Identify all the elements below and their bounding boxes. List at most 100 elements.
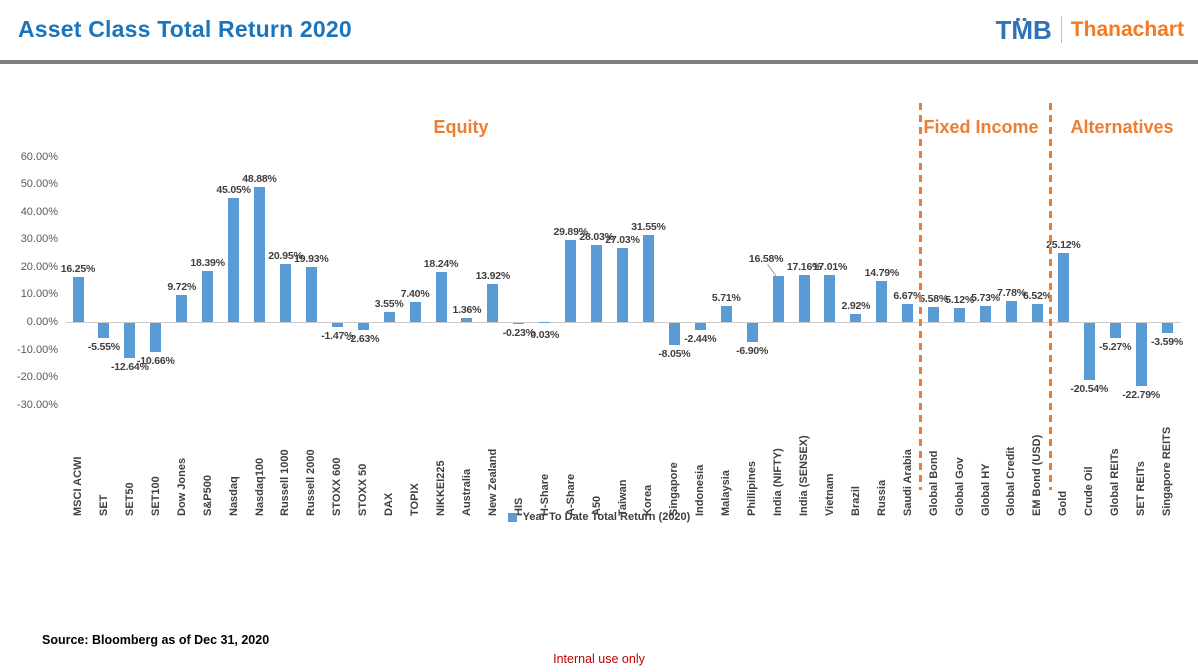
- bar-value-label: 14.79%: [864, 267, 900, 280]
- x-axis-label-text: Brazil: [849, 486, 862, 516]
- x-axis-label-text: Phillipines: [746, 460, 759, 516]
- bar-value-label: 5.12%: [945, 293, 974, 306]
- x-axis-label-text: Russell 1000: [279, 449, 292, 516]
- bar: [694, 323, 706, 330]
- bar-value-label: -0.23%: [502, 326, 535, 339]
- x-axis-label-text: Global HY: [979, 463, 992, 516]
- y-axis-tick: 40.00%: [20, 205, 58, 218]
- x-axis-label-text: DAX: [383, 492, 396, 516]
- x-axis-label-text: Global REITs: [1109, 448, 1122, 516]
- x-axis-label: SET100: [146, 408, 166, 516]
- x-axis-label: A50: [587, 408, 607, 516]
- section-label: Equity: [433, 117, 489, 137]
- bar: [876, 281, 888, 322]
- section-label: Fixed Income: [923, 117, 1039, 137]
- thanachart-logo-text: Thanachart: [1070, 17, 1184, 41]
- bar-value-label: 45.05%: [216, 183, 251, 196]
- header-divider: [0, 60, 1198, 64]
- x-axis-label-text: MSCI ACWI: [72, 456, 84, 516]
- x-axis-label-text: SET: [97, 494, 110, 516]
- x-axis-label: STOXX 600: [327, 408, 347, 517]
- x-axis-label: STOXX 50: [353, 408, 373, 516]
- x-axis-label: Global Gov: [950, 408, 970, 516]
- x-axis-label: Global HY: [976, 408, 996, 516]
- bar: [980, 306, 992, 322]
- bar: [772, 276, 784, 322]
- x-axis-label: Global REITs: [1105, 408, 1125, 516]
- x-axis-label: HIS: [509, 408, 529, 516]
- x-axis-label: India (SENSEX): [794, 408, 814, 516]
- bar: [409, 301, 421, 322]
- legend-label: Year To Date Total Return (2020): [522, 511, 691, 523]
- x-axis-label-text: Nasdaq: [227, 476, 240, 516]
- bar: [720, 306, 732, 322]
- bar-value-label: -8.05%: [658, 348, 691, 361]
- x-axis-label-text: Singapore: [668, 462, 681, 516]
- bar: [1057, 252, 1069, 322]
- bar-value-label: -5.55%: [87, 341, 120, 354]
- bar: [591, 244, 603, 322]
- x-axis-label-text: Malaysia: [720, 470, 733, 516]
- bar-value-label: -6.90%: [736, 345, 769, 357]
- x-axis-label-text: Saudi Arabia: [901, 449, 914, 516]
- x-axis-label: A-Share: [561, 408, 581, 516]
- bar-value-label: 0.03%: [530, 328, 560, 341]
- bar: [487, 283, 499, 322]
- x-axis-label-text: Global Gov: [953, 457, 966, 516]
- x-axis-label-text: H-Share: [538, 473, 551, 516]
- bar: [798, 274, 810, 322]
- x-axis-label-text: Australia: [460, 468, 473, 516]
- x-axis-label: SET50: [120, 408, 140, 516]
- chart-legend: Year To Date Total Return (2020): [0, 511, 1198, 523]
- x-axis-label: New Zealand: [483, 408, 503, 516]
- bar: [254, 187, 265, 322]
- y-axis-tick: -10.00%: [17, 343, 58, 356]
- bar-value-label: -22.79%: [1122, 388, 1160, 401]
- classification-note: Internal use only: [553, 652, 645, 666]
- x-axis-label-text: S&P500: [201, 475, 214, 516]
- bar: [617, 247, 629, 322]
- x-axis-label-text: India (NIFTY): [772, 448, 785, 516]
- bar-value-label: -3.59%: [1151, 335, 1184, 348]
- x-axis-label: Singapore REITS: [1157, 408, 1177, 516]
- x-axis-label: Russell 1000: [275, 408, 295, 516]
- x-axis-label-text: Crude Oil: [1083, 466, 1096, 516]
- bar: [176, 295, 188, 322]
- bar: [954, 307, 966, 322]
- y-axis-tick: 50.00%: [20, 178, 58, 191]
- bar-value-label: 3.55%: [374, 298, 404, 311]
- bar-value-label: 17.16%: [786, 260, 822, 273]
- x-axis-label: DAX: [379, 408, 399, 516]
- x-axis-label: Global Credit: [1001, 408, 1021, 516]
- x-axis-label: Australia: [457, 408, 477, 516]
- bar: [461, 318, 473, 322]
- bar: [746, 323, 758, 342]
- bar-value-label: 5.73%: [971, 292, 1000, 305]
- bar-value-label: 29.89%: [553, 225, 588, 238]
- bar-value-label: 9.72%: [167, 281, 197, 294]
- x-axis-label: Crude Oil: [1079, 408, 1099, 516]
- bar-value-label: 27.03%: [605, 233, 640, 246]
- bar: [124, 323, 136, 358]
- bar-value-label: 18.39%: [190, 257, 225, 270]
- x-axis-label: S&P500: [198, 408, 218, 516]
- bar: [383, 312, 395, 322]
- x-axis-label-text: India (SENSEX): [798, 435, 811, 516]
- x-axis-label-text: New Zealand: [486, 448, 499, 516]
- bar-value-label: 17.01%: [812, 261, 848, 274]
- x-axis-label: Gold: [1053, 408, 1073, 516]
- bar: [435, 271, 447, 322]
- x-axis-label: Russell 2000: [301, 408, 321, 516]
- x-axis-label-text: NIKKEI225: [435, 460, 448, 516]
- bar: [202, 271, 214, 322]
- x-axis-label-text: Nasdaq100: [253, 457, 266, 516]
- bar: [1109, 323, 1121, 338]
- x-axis-label: Nasdaq: [224, 408, 244, 516]
- x-axis-label-text: STOXX 600: [331, 457, 344, 517]
- x-axis-label: Dow Jones: [172, 408, 192, 516]
- x-axis-label: India (NIFTY): [768, 408, 788, 516]
- bar-value-label: 5.58%: [919, 292, 949, 305]
- logo-separator: [1060, 16, 1062, 43]
